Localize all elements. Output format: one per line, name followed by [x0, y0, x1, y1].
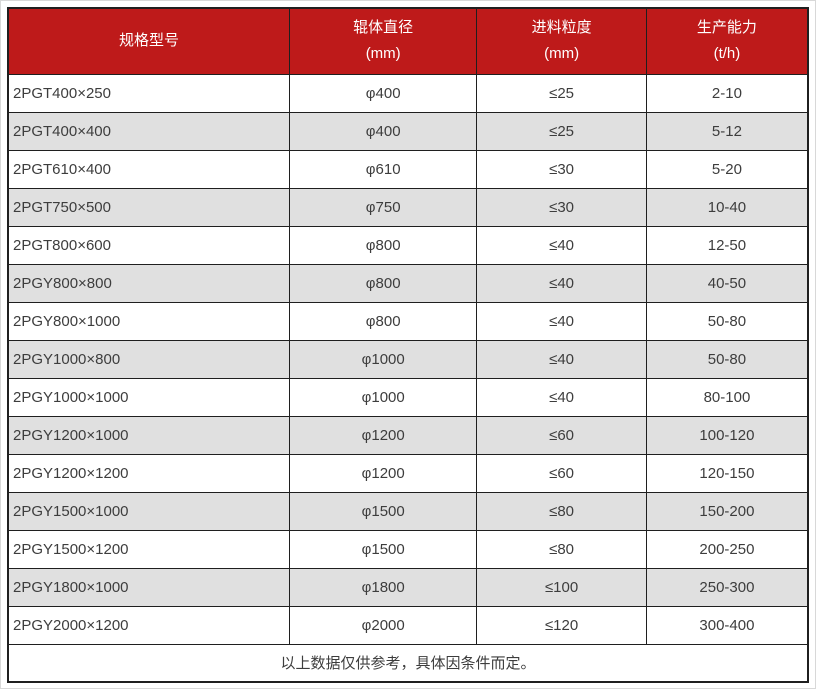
cell-roller-diameter: φ400 [289, 73, 478, 113]
cell-roller-diameter: φ1500 [289, 529, 478, 569]
cell-feed-size: ≤60 [476, 453, 647, 493]
cell-capacity: 150-200 [645, 491, 809, 531]
cell-model: 2PGY1800×1000 [7, 567, 291, 607]
cell-capacity: 40-50 [645, 263, 809, 303]
cell-model: 2PGY800×1000 [7, 301, 291, 341]
cell-roller-diameter: φ800 [289, 301, 478, 341]
table-row: 2PGY1200×1200 φ1200 ≤60 120-150 [7, 453, 809, 493]
cell-feed-size: ≤30 [476, 149, 647, 189]
table-row: 2PGT750×500 φ750 ≤30 10-40 [7, 187, 809, 227]
table-row: 2PGT400×250 φ400 ≤25 2-10 [7, 73, 809, 113]
cell-model: 2PGY800×800 [7, 263, 291, 303]
cell-feed-size: ≤30 [476, 187, 647, 227]
cell-roller-diameter: φ1000 [289, 339, 478, 379]
cell-roller-diameter: φ800 [289, 263, 478, 303]
cell-feed-size: ≤120 [476, 605, 647, 645]
cell-capacity: 2-10 [645, 73, 809, 113]
col-header-roller-diameter-label: 辊体直径 [353, 19, 414, 37]
cell-model: 2PGY1500×1000 [7, 491, 291, 531]
footnote-row: 以上数据仅供参考，具体因条件而定。 [7, 643, 809, 683]
cell-roller-diameter: φ1200 [289, 415, 478, 455]
cell-feed-size: ≤80 [476, 491, 647, 531]
cell-feed-size: ≤60 [476, 415, 647, 455]
table-row: 2PGY1500×1000 φ1500 ≤80 150-200 [7, 491, 809, 531]
cell-roller-diameter: φ800 [289, 225, 478, 265]
cell-model: 2PGT400×400 [7, 111, 291, 151]
cell-capacity: 80-100 [645, 377, 809, 417]
cell-capacity: 50-80 [645, 301, 809, 341]
cell-feed-size: ≤100 [476, 567, 647, 607]
table-row: 2PGT400×400 φ400 ≤25 5-12 [7, 111, 809, 151]
cell-model: 2PGT800×600 [7, 225, 291, 265]
cell-model: 2PGT750×500 [7, 187, 291, 227]
cell-roller-diameter: φ750 [289, 187, 478, 227]
cell-model: 2PGY1200×1000 [7, 415, 291, 455]
cell-capacity: 120-150 [645, 453, 809, 493]
cell-roller-diameter: φ1200 [289, 453, 478, 493]
cell-feed-size: ≤40 [476, 225, 647, 265]
table-row: 2PGY1000×1000 φ1000 ≤40 80-100 [7, 377, 809, 417]
cell-roller-diameter: φ1800 [289, 567, 478, 607]
table-row: 2PGY2000×1200 φ2000 ≤120 300-400 [7, 605, 809, 645]
col-header-feed-size-unit: (mm) [544, 45, 580, 63]
cell-feed-size: ≤40 [476, 263, 647, 303]
cell-capacity: 5-12 [645, 111, 809, 151]
cell-model: 2PGT400×250 [7, 73, 291, 113]
cell-capacity: 100-120 [645, 415, 809, 455]
cell-feed-size: ≤40 [476, 339, 647, 379]
table-row: 2PGY1800×1000 φ1800 ≤100 250-300 [7, 567, 809, 607]
cell-capacity: 200-250 [645, 529, 809, 569]
table-row: 2PGY1200×1000 φ1200 ≤60 100-120 [7, 415, 809, 455]
spec-table: 规格型号 辊体直径 (mm) 进料粒度 (mm) 生产能力 (t/h) 2PGT… [7, 7, 809, 683]
cell-model: 2PGY1500×1200 [7, 529, 291, 569]
cell-roller-diameter: φ400 [289, 111, 478, 151]
cell-feed-size: ≤40 [476, 377, 647, 417]
col-header-feed-size-label: 进料粒度 [531, 19, 592, 37]
cell-capacity: 50-80 [645, 339, 809, 379]
header-row: 规格型号 辊体直径 (mm) 进料粒度 (mm) 生产能力 (t/h) [7, 7, 809, 75]
cell-roller-diameter: φ2000 [289, 605, 478, 645]
cell-feed-size: ≤80 [476, 529, 647, 569]
cell-model: 2PGY2000×1200 [7, 605, 291, 645]
cell-model: 2PGY1200×1200 [7, 453, 291, 493]
cell-model: 2PGY1000×1000 [7, 377, 291, 417]
cell-model: 2PGT610×400 [7, 149, 291, 189]
cell-capacity: 5-20 [645, 149, 809, 189]
table-row: 2PGY800×800 φ800 ≤40 40-50 [7, 263, 809, 303]
footnote-text: 以上数据仅供参考，具体因条件而定。 [7, 643, 809, 683]
cell-capacity: 300-400 [645, 605, 809, 645]
cell-capacity: 250-300 [645, 567, 809, 607]
cell-model: 2PGY1000×800 [7, 339, 291, 379]
col-header-feed-size: 进料粒度 (mm) [476, 7, 647, 75]
cell-feed-size: ≤25 [476, 111, 647, 151]
col-header-model: 规格型号 [7, 7, 291, 75]
col-header-capacity: 生产能力 (t/h) [645, 7, 809, 75]
col-header-model-label: 规格型号 [119, 32, 180, 50]
col-header-roller-diameter-unit: (mm) [365, 45, 401, 63]
cell-feed-size: ≤40 [476, 301, 647, 341]
cell-roller-diameter: φ610 [289, 149, 478, 189]
table-row: 2PGY800×1000 φ800 ≤40 50-80 [7, 301, 809, 341]
cell-feed-size: ≤25 [476, 73, 647, 113]
table-row: 2PGY1500×1200 φ1500 ≤80 200-250 [7, 529, 809, 569]
cell-roller-diameter: φ1000 [289, 377, 478, 417]
table-row: 2PGT610×400 φ610 ≤30 5-20 [7, 149, 809, 189]
table-row: 2PGT800×600 φ800 ≤40 12-50 [7, 225, 809, 265]
table-row: 2PGY1000×800 φ1000 ≤40 50-80 [7, 339, 809, 379]
cell-roller-diameter: φ1500 [289, 491, 478, 531]
col-header-capacity-label: 生产能力 [696, 19, 757, 37]
col-header-roller-diameter: 辊体直径 (mm) [289, 7, 478, 75]
col-header-capacity-unit: (t/h) [713, 45, 741, 63]
cell-capacity: 10-40 [645, 187, 809, 227]
cell-capacity: 12-50 [645, 225, 809, 265]
